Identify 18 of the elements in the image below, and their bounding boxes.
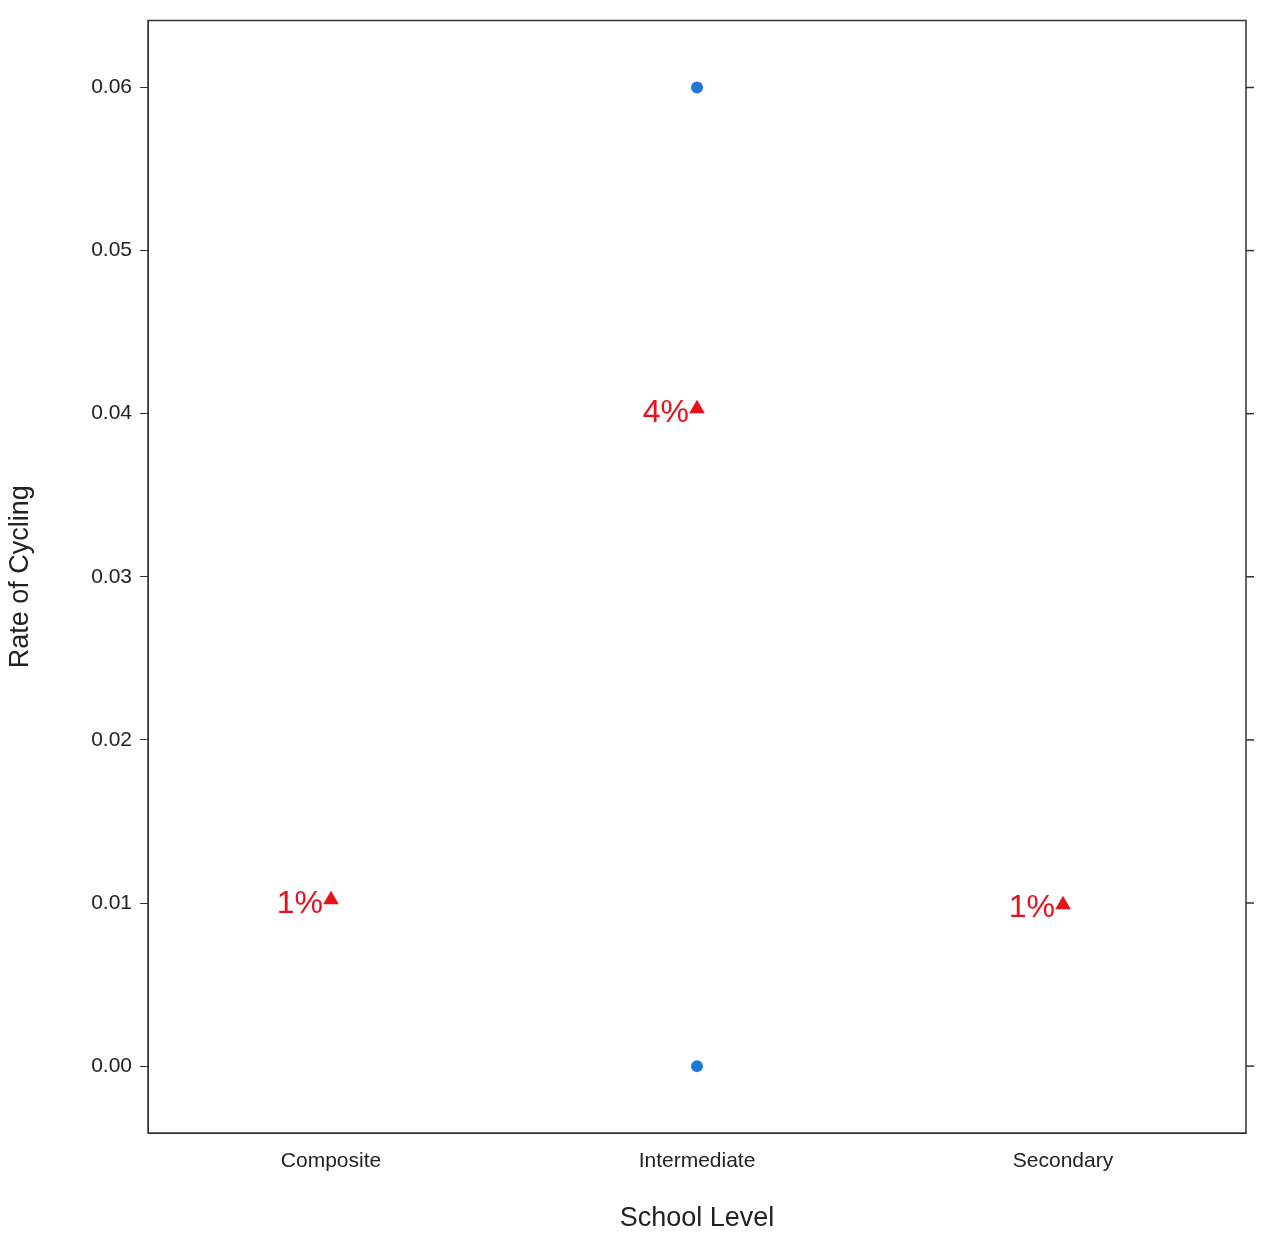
y-tick-label: 0.04 (91, 400, 133, 424)
x-tick-label: Secondary (1012, 1148, 1114, 1172)
y-tick-label: 0.05 (91, 237, 132, 261)
y-tick-label: 0.00 (91, 1052, 132, 1076)
y-tick-label: 0.03 (91, 563, 132, 587)
y-tick-label: 0.01 (91, 889, 132, 913)
point (323, 890, 339, 905)
data-label: 1% (1008, 888, 1055, 925)
y-axis-title: Rate of Cycling (3, 485, 34, 669)
y-tick-label: 0.06 (91, 74, 132, 98)
data-label: 4% (642, 392, 689, 429)
point (689, 399, 705, 414)
data-label: 1% (276, 883, 323, 920)
x-tick-label: Intermediate (638, 1148, 756, 1172)
point (1055, 895, 1071, 910)
x-tick-label: Composite (280, 1148, 382, 1172)
x-axis-title: School Level (619, 1202, 775, 1233)
y-tick-label: 0.02 (91, 726, 132, 750)
